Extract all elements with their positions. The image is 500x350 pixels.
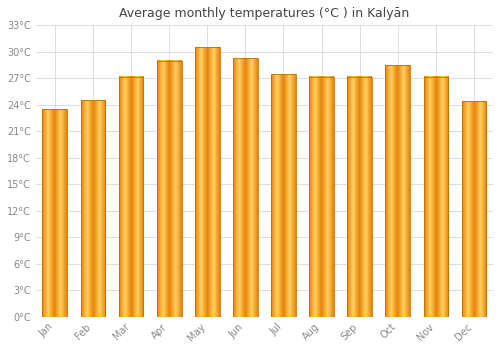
Bar bbox=[195, 47, 220, 317]
Bar bbox=[118, 77, 144, 317]
Bar bbox=[157, 61, 182, 317]
Bar bbox=[271, 74, 296, 317]
Bar bbox=[233, 58, 258, 317]
Bar bbox=[462, 101, 486, 317]
Bar bbox=[309, 77, 334, 317]
Title: Average monthly temperatures (°C ) in Kalyān: Average monthly temperatures (°C ) in Ka… bbox=[120, 7, 410, 20]
Bar bbox=[424, 77, 448, 317]
Bar bbox=[386, 65, 410, 317]
Bar bbox=[42, 109, 67, 317]
Bar bbox=[348, 77, 372, 317]
Bar bbox=[80, 100, 106, 317]
